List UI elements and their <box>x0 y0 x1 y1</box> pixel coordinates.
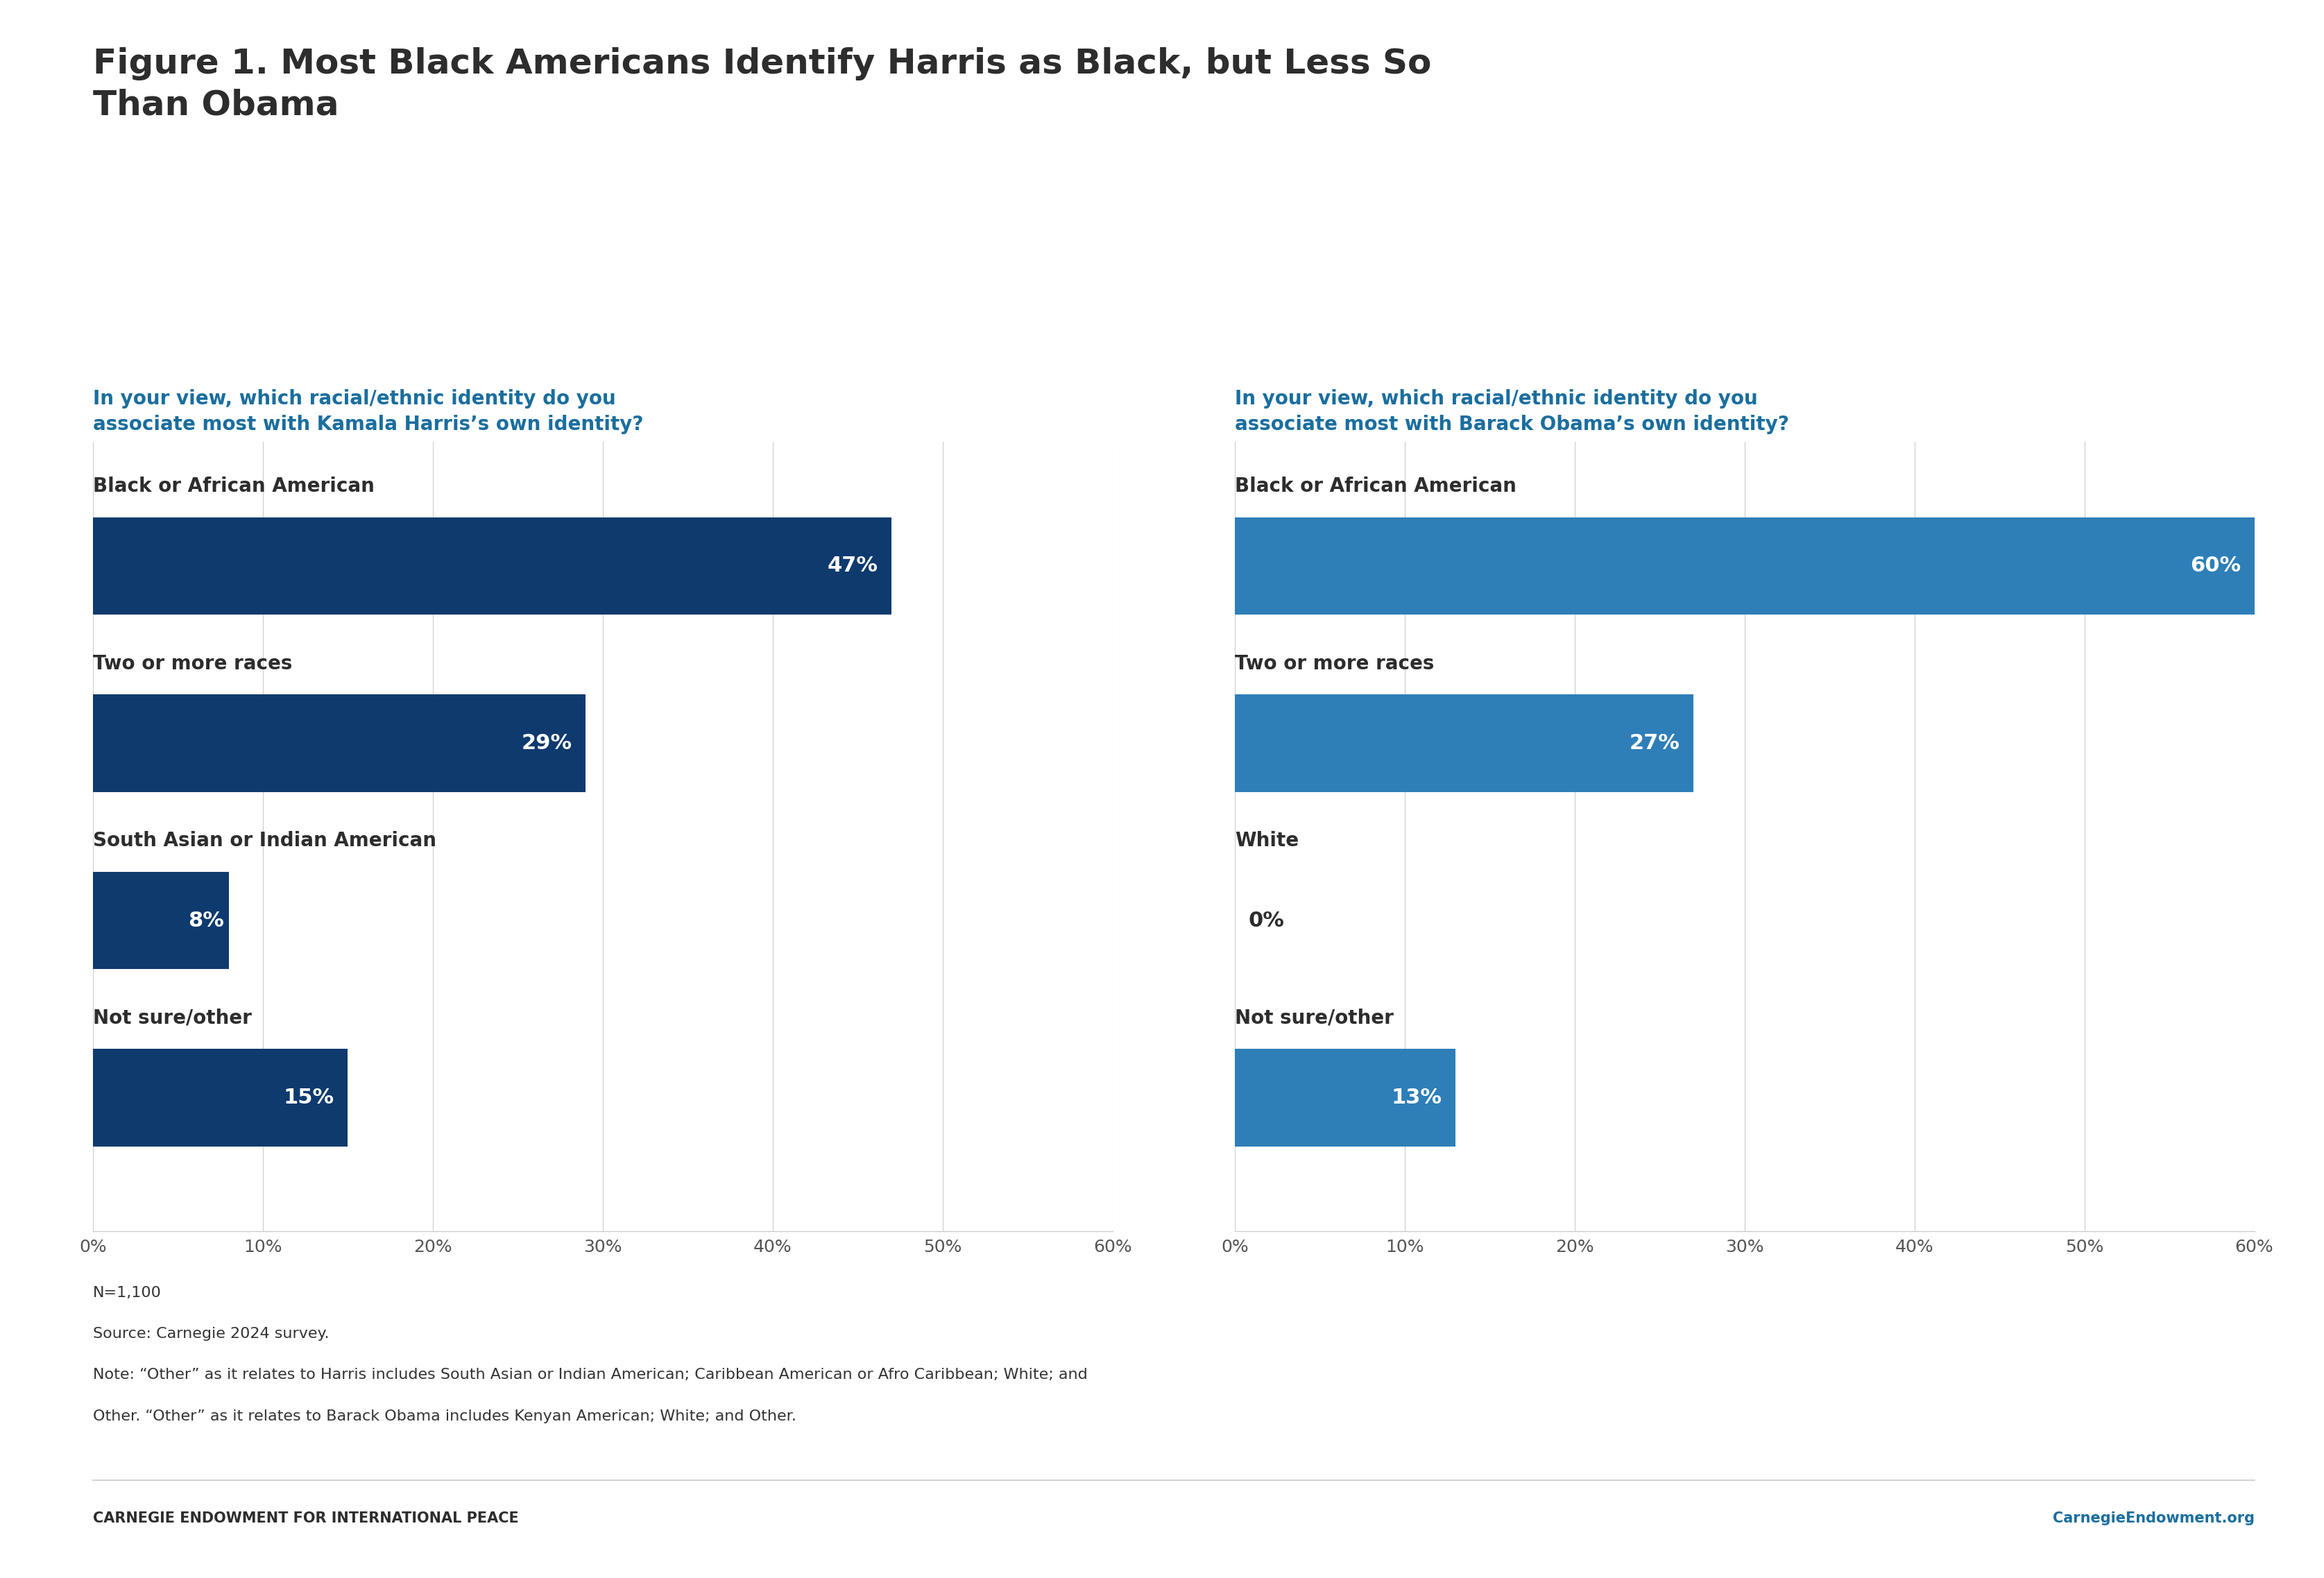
Bar <box>93 694 586 792</box>
Text: 0%: 0% <box>1248 911 1285 931</box>
Bar <box>1234 694 1694 792</box>
Text: 15%: 15% <box>284 1087 335 1108</box>
Text: CarnegieEndowment.org: CarnegieEndowment.org <box>2052 1512 2254 1524</box>
Bar <box>93 1049 349 1147</box>
Text: White: White <box>1234 832 1299 851</box>
Text: Figure 1. Most Black Americans Identify Harris as Black, but Less So
Than Obama: Figure 1. Most Black Americans Identify … <box>93 47 1432 122</box>
Text: 29%: 29% <box>521 734 572 753</box>
Text: Note: “Other” as it relates to Harris includes South Asian or Indian American; C: Note: “Other” as it relates to Harris in… <box>93 1368 1088 1382</box>
Text: Two or more races: Two or more races <box>93 653 293 674</box>
Text: Not sure/other: Not sure/other <box>1234 1008 1394 1027</box>
Text: CARNEGIE ENDOWMENT FOR INTERNATIONAL PEACE: CARNEGIE ENDOWMENT FOR INTERNATIONAL PEA… <box>93 1512 518 1524</box>
Text: Not sure/other: Not sure/other <box>93 1008 251 1027</box>
Text: N=1,100: N=1,100 <box>93 1286 163 1300</box>
Text: South Asian or Indian American: South Asian or Indian American <box>93 832 437 851</box>
Text: Two or more races: Two or more races <box>1234 653 1434 674</box>
Text: Source: Carnegie 2024 survey.: Source: Carnegie 2024 survey. <box>93 1327 330 1341</box>
Text: 8%: 8% <box>188 911 223 931</box>
Text: 47%: 47% <box>827 555 878 576</box>
Bar <box>93 518 892 615</box>
Text: In your view, which racial/ethnic identity do you
associate most with Kamala Har: In your view, which racial/ethnic identi… <box>93 390 644 434</box>
Text: 60%: 60% <box>2189 555 2240 576</box>
Text: Black or African American: Black or African American <box>1234 477 1515 495</box>
Text: 13%: 13% <box>1392 1087 1443 1108</box>
Text: Other. “Other” as it relates to Barack Obama includes Kenyan American; White; an: Other. “Other” as it relates to Barack O… <box>93 1409 797 1423</box>
Text: Black or African American: Black or African American <box>93 477 374 495</box>
Bar <box>1234 518 2254 615</box>
Text: 27%: 27% <box>1629 734 1680 753</box>
Bar <box>93 871 228 969</box>
Text: In your view, which racial/ethnic identity do you
associate most with Barack Oba: In your view, which racial/ethnic identi… <box>1234 390 1789 434</box>
Bar <box>1234 1049 1455 1147</box>
